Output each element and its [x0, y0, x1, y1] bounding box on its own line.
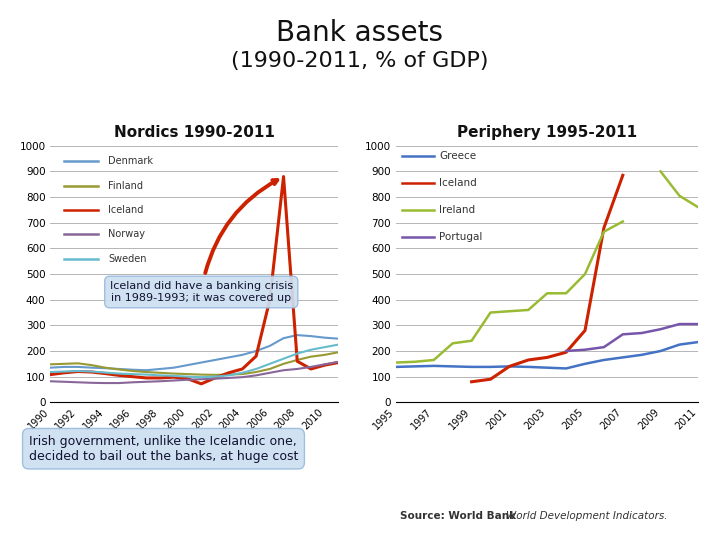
Text: Denmark: Denmark	[108, 156, 153, 166]
Text: Sweden: Sweden	[108, 254, 146, 264]
Text: Norway: Norway	[108, 230, 145, 239]
Text: Ireland: Ireland	[439, 205, 476, 215]
Text: Finland: Finland	[108, 180, 143, 191]
Title: Periphery 1995-2011: Periphery 1995-2011	[457, 125, 637, 140]
Text: Portugal: Portugal	[439, 232, 483, 242]
Text: Iceland: Iceland	[439, 178, 477, 188]
Text: Iceland did have a banking crisis
in 1989-1993; it was covered up: Iceland did have a banking crisis in 198…	[109, 180, 293, 303]
Text: (1990-2011, % of GDP): (1990-2011, % of GDP)	[231, 51, 489, 71]
Text: Iceland: Iceland	[108, 205, 143, 215]
Text: Bank assets: Bank assets	[276, 19, 444, 47]
Text: Greece: Greece	[439, 151, 477, 161]
Text: Source: World Bank: Source: World Bank	[400, 511, 519, 521]
Title: Nordics 1990-2011: Nordics 1990-2011	[114, 125, 275, 140]
Text: Irish government, unlike the Icelandic one,
decided to bail out the banks, at hu: Irish government, unlike the Icelandic o…	[29, 435, 298, 463]
Text: World Development Indicators.: World Development Indicators.	[506, 511, 667, 521]
